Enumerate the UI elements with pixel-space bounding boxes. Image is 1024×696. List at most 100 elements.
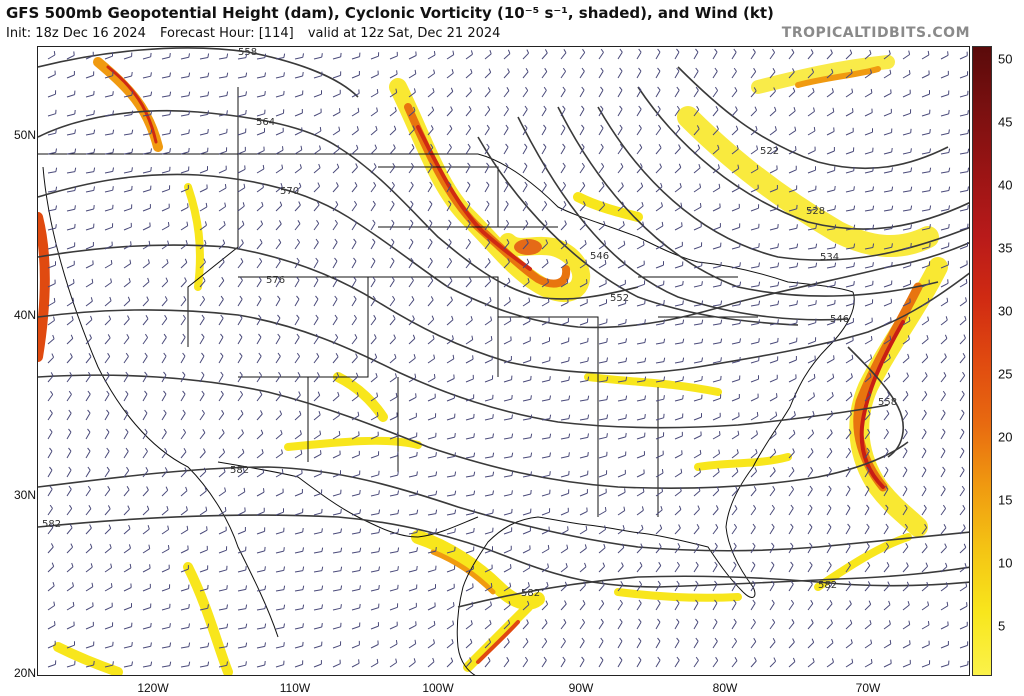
wind-barb xyxy=(693,660,699,668)
wind-barb xyxy=(693,304,702,307)
wind-barb-flag xyxy=(600,86,604,91)
wind-barb-flag xyxy=(701,281,703,286)
wind-barb-flag xyxy=(929,167,932,172)
wind-barb xyxy=(123,567,132,573)
wind-barb xyxy=(807,150,816,155)
contour-label: 528 xyxy=(806,206,825,217)
wind-barb xyxy=(427,72,435,79)
wind-barb xyxy=(180,607,189,611)
wind-barb xyxy=(503,456,512,459)
wind-barb-flag xyxy=(296,352,301,357)
wind-barb xyxy=(788,507,794,516)
wind-barb-flag xyxy=(736,145,739,150)
wind-barb-flag xyxy=(356,144,359,149)
wind-barb xyxy=(66,208,75,212)
wind-barb xyxy=(85,94,94,98)
contour-labels: 558 564 570 576 582 582 582 582 522 528 … xyxy=(42,47,897,599)
wind-barb xyxy=(237,57,246,60)
wind-barb xyxy=(902,413,909,421)
wind-barb xyxy=(484,531,493,535)
wind-barb-flag xyxy=(300,145,303,150)
wind-barb-flag xyxy=(112,110,114,115)
wind-barb-flag xyxy=(148,240,151,245)
wind-barb-flag xyxy=(943,372,947,376)
wind-barb-flag xyxy=(525,86,529,91)
wind-barb-flag xyxy=(586,279,588,284)
wind-barb xyxy=(256,664,265,668)
wind-barb-flag xyxy=(752,48,756,53)
wind-barb-flag xyxy=(967,110,969,115)
wind-barb xyxy=(769,90,776,98)
wind-barb xyxy=(294,298,300,307)
wind-barb xyxy=(579,204,586,212)
wind-barb-flag xyxy=(866,485,870,490)
wind-barb-flag xyxy=(392,295,396,300)
wind-barb xyxy=(674,245,683,250)
wind-barb-flag xyxy=(754,467,758,472)
wind-barb xyxy=(940,356,947,364)
wind-barb xyxy=(85,245,94,250)
wind-barb-flag xyxy=(207,72,210,77)
wind-barb-flag xyxy=(334,238,338,243)
contour-label: 582 xyxy=(818,580,837,591)
wind-barb xyxy=(655,89,661,98)
wind-barb-flag xyxy=(243,487,246,492)
wind-barb-flag xyxy=(773,657,777,662)
wind-barb xyxy=(237,452,245,459)
wind-barb-flag xyxy=(125,352,129,357)
wind-barb xyxy=(807,130,816,136)
wind-barb xyxy=(864,565,871,573)
wind-barb xyxy=(351,625,360,630)
wind-barb xyxy=(237,432,244,440)
wind-barb-flag xyxy=(334,314,338,319)
wind-barb-flag xyxy=(451,315,454,320)
wind-barb-flag xyxy=(715,656,719,661)
wind-barb xyxy=(845,131,854,136)
wind-barb-flag xyxy=(944,334,948,339)
wind-barb-flag xyxy=(525,638,529,642)
wind-barb-flag xyxy=(658,543,662,548)
wind-barb-flag xyxy=(644,376,647,381)
wind-barb xyxy=(104,337,111,345)
wind-barb xyxy=(560,585,568,592)
wind-barb xyxy=(275,149,284,155)
wind-barb-flag xyxy=(604,525,607,530)
wind-barb xyxy=(921,338,929,345)
wind-barb-flag xyxy=(112,148,115,153)
wind-barb-flag xyxy=(717,144,720,149)
wind-barb-flag xyxy=(223,467,226,472)
wind-barb-flag xyxy=(866,447,870,452)
wind-barb xyxy=(142,665,151,668)
wind-barb xyxy=(807,227,816,231)
wind-barb-flag xyxy=(243,183,246,188)
wind-barb xyxy=(959,508,966,516)
wind-barb xyxy=(902,171,911,174)
wind-barb xyxy=(693,70,699,79)
wind-barb xyxy=(636,380,645,383)
wind-barb xyxy=(85,469,91,478)
wind-barb xyxy=(161,95,170,98)
wind-barb xyxy=(389,435,398,440)
wind-barb-flag xyxy=(870,354,873,359)
wind-barb xyxy=(484,339,493,345)
wind-barb-flag xyxy=(112,129,115,134)
wind-barb xyxy=(465,203,471,212)
wind-barb xyxy=(199,132,208,136)
wind-barb xyxy=(123,75,132,79)
wind-barb-flag xyxy=(435,528,437,533)
wind-barb-flag xyxy=(851,354,854,359)
wind-barb-flag xyxy=(562,143,566,148)
wind-barb-flag xyxy=(948,205,950,210)
wind-barb xyxy=(275,413,282,421)
wind-barb xyxy=(85,566,93,573)
wind-barb-flag xyxy=(432,657,435,662)
wind-barb xyxy=(351,493,360,497)
wind-barb xyxy=(180,95,189,98)
wind-barb xyxy=(218,627,227,630)
wind-barb-flag xyxy=(50,372,54,377)
wind-barb xyxy=(104,300,112,307)
wind-barb-flag xyxy=(373,334,377,339)
wind-barb xyxy=(332,663,341,668)
wind-barb xyxy=(959,282,968,288)
wind-barb xyxy=(351,279,357,288)
